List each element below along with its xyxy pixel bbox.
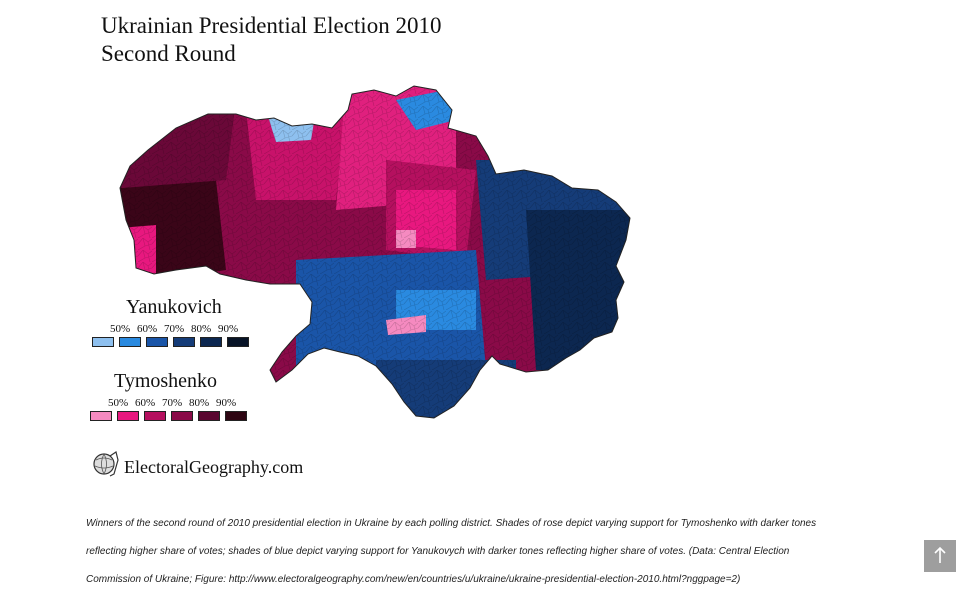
caption-line-2: reflecting higher share of votes; shades… bbox=[86, 546, 790, 557]
ukraine-election-map bbox=[96, 70, 636, 450]
legend-swatch bbox=[117, 411, 139, 421]
legend-swatch bbox=[90, 411, 112, 421]
legend-swatch bbox=[171, 411, 193, 421]
title-line-2: Second Round bbox=[101, 41, 236, 66]
caption-line-3: Commission of Ukraine; Figure: http://ww… bbox=[86, 574, 741, 585]
legend-tymoshenko-ticks: 50% 60% 70% 80% 90% bbox=[108, 397, 252, 409]
legend-tick: 50% bbox=[108, 397, 129, 409]
legend-yanukovich-title: Yanukovich bbox=[126, 296, 222, 318]
legend-swatch bbox=[173, 337, 195, 347]
brand-logo: ElectoralGeography.com bbox=[92, 450, 303, 485]
caption-line-1: Winners of the second round of 2010 pres… bbox=[86, 518, 817, 529]
legend-tick: 80% bbox=[191, 323, 212, 335]
globe-logo-icon bbox=[92, 450, 120, 485]
legend-yanukovich-swatches bbox=[92, 337, 254, 347]
legend-swatch bbox=[144, 411, 166, 421]
scroll-to-top-button[interactable] bbox=[924, 540, 956, 572]
legend-tick: 70% bbox=[162, 397, 183, 409]
legend-tick: 70% bbox=[164, 323, 185, 335]
figure-caption: Winners of the second round of 2010 pres… bbox=[86, 510, 876, 594]
legend-tick: 50% bbox=[110, 323, 131, 335]
brand-name: ElectoralGeography.com bbox=[124, 457, 304, 477]
legend-tymoshenko-swatches bbox=[90, 411, 252, 421]
legend-tick: 80% bbox=[189, 397, 210, 409]
legend-swatch bbox=[146, 337, 168, 347]
legend-tick: 60% bbox=[135, 397, 156, 409]
arrow-up-icon bbox=[933, 546, 947, 567]
legend-tick: 90% bbox=[218, 323, 239, 335]
legend-swatch bbox=[225, 411, 247, 421]
legend-swatch bbox=[227, 337, 249, 347]
legend-yanukovich-ticks: 50% 60% 70% 80% 90% bbox=[110, 323, 254, 335]
legend-yanukovich: Yanukovich 50% 60% 70% 80% 90% bbox=[92, 296, 254, 347]
legend-tymoshenko: Tymoshenko 50% 60% 70% 80% 90% bbox=[90, 370, 252, 421]
legend-swatch bbox=[200, 337, 222, 347]
map-title: Ukrainian Presidential Election 2010 Sec… bbox=[101, 12, 441, 68]
title-line-1: Ukrainian Presidential Election 2010 bbox=[101, 13, 442, 38]
legend-tick: 60% bbox=[137, 323, 158, 335]
legend-tick: 90% bbox=[216, 397, 237, 409]
legend-tymoshenko-title: Tymoshenko bbox=[114, 370, 218, 392]
legend-swatch bbox=[198, 411, 220, 421]
legend-swatch bbox=[119, 337, 141, 347]
legend-swatch bbox=[92, 337, 114, 347]
